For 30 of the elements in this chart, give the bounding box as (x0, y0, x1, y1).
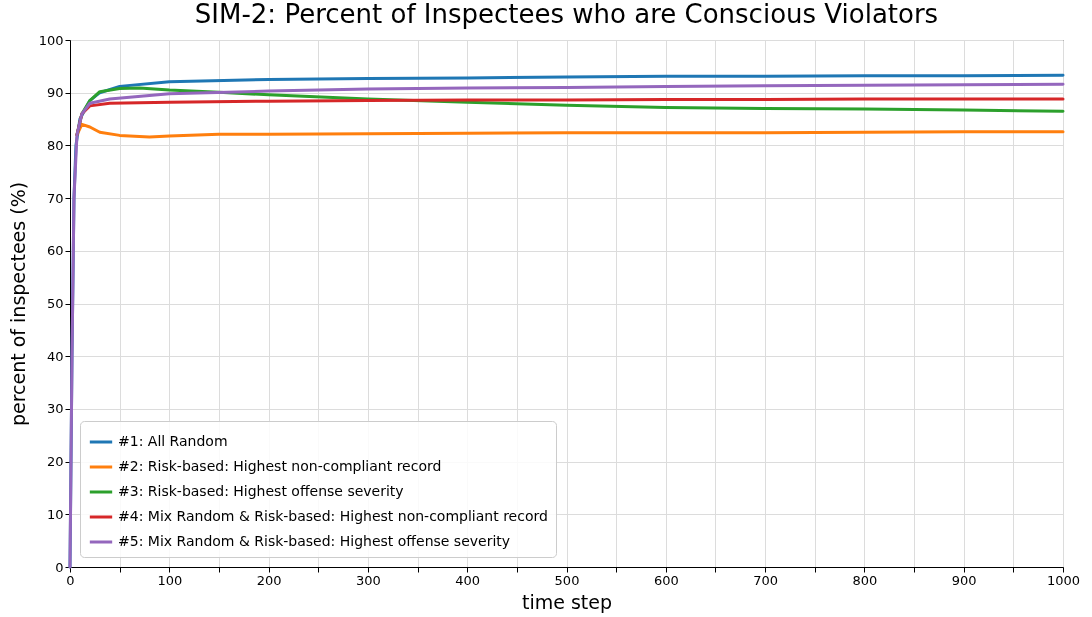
y-axis-title: percent of inspectees (%) (6, 181, 29, 427)
y-tick-label: 100 (38, 32, 64, 48)
y-tick-label: 10 (46, 506, 64, 522)
legend-label: #1: All Random (118, 433, 228, 449)
x-tick-label: 200 (256, 572, 282, 588)
y-tick-label: 20 (46, 454, 64, 470)
y-tick-label: 90 (46, 85, 64, 101)
legend-label: #2: Risk-based: Highest non-compliant record (118, 458, 442, 474)
y-tick-label: 80 (46, 137, 64, 153)
x-tick-label: 0 (66, 572, 75, 588)
legend-label: #3: Risk-based: Highest offense severity (118, 483, 404, 499)
x-tick-label: 300 (355, 572, 381, 588)
chart-title: SIM-2: Percent of Inspectees who are Conscious Violators (194, 0, 939, 29)
y-tick-label: 70 (46, 190, 64, 206)
x-tick-label: 400 (455, 572, 481, 588)
x-tick-label: 1000 (1046, 572, 1081, 588)
y-tick-label: 0 (55, 559, 64, 575)
legend-label: #5: Mix Random & Risk-based: Highest offense severity (118, 533, 511, 549)
y-tick-label: 60 (46, 243, 64, 259)
y-tick-label: 40 (46, 348, 64, 364)
x-tick-label: 800 (852, 572, 878, 588)
y-tick-label: 50 (46, 296, 64, 311)
x-tick-label: 700 (753, 572, 779, 588)
legend-label: #4: Mix Random & Risk-based: Highest non-compliant record (118, 508, 548, 524)
x-tick-label: 900 (951, 572, 977, 588)
x-tick-label: 100 (157, 572, 183, 588)
x-axis-title: time step (521, 590, 613, 613)
y-tick-label: 30 (46, 401, 64, 417)
x-tick-label: 500 (554, 572, 580, 588)
x-tick-label: 600 (653, 572, 679, 588)
